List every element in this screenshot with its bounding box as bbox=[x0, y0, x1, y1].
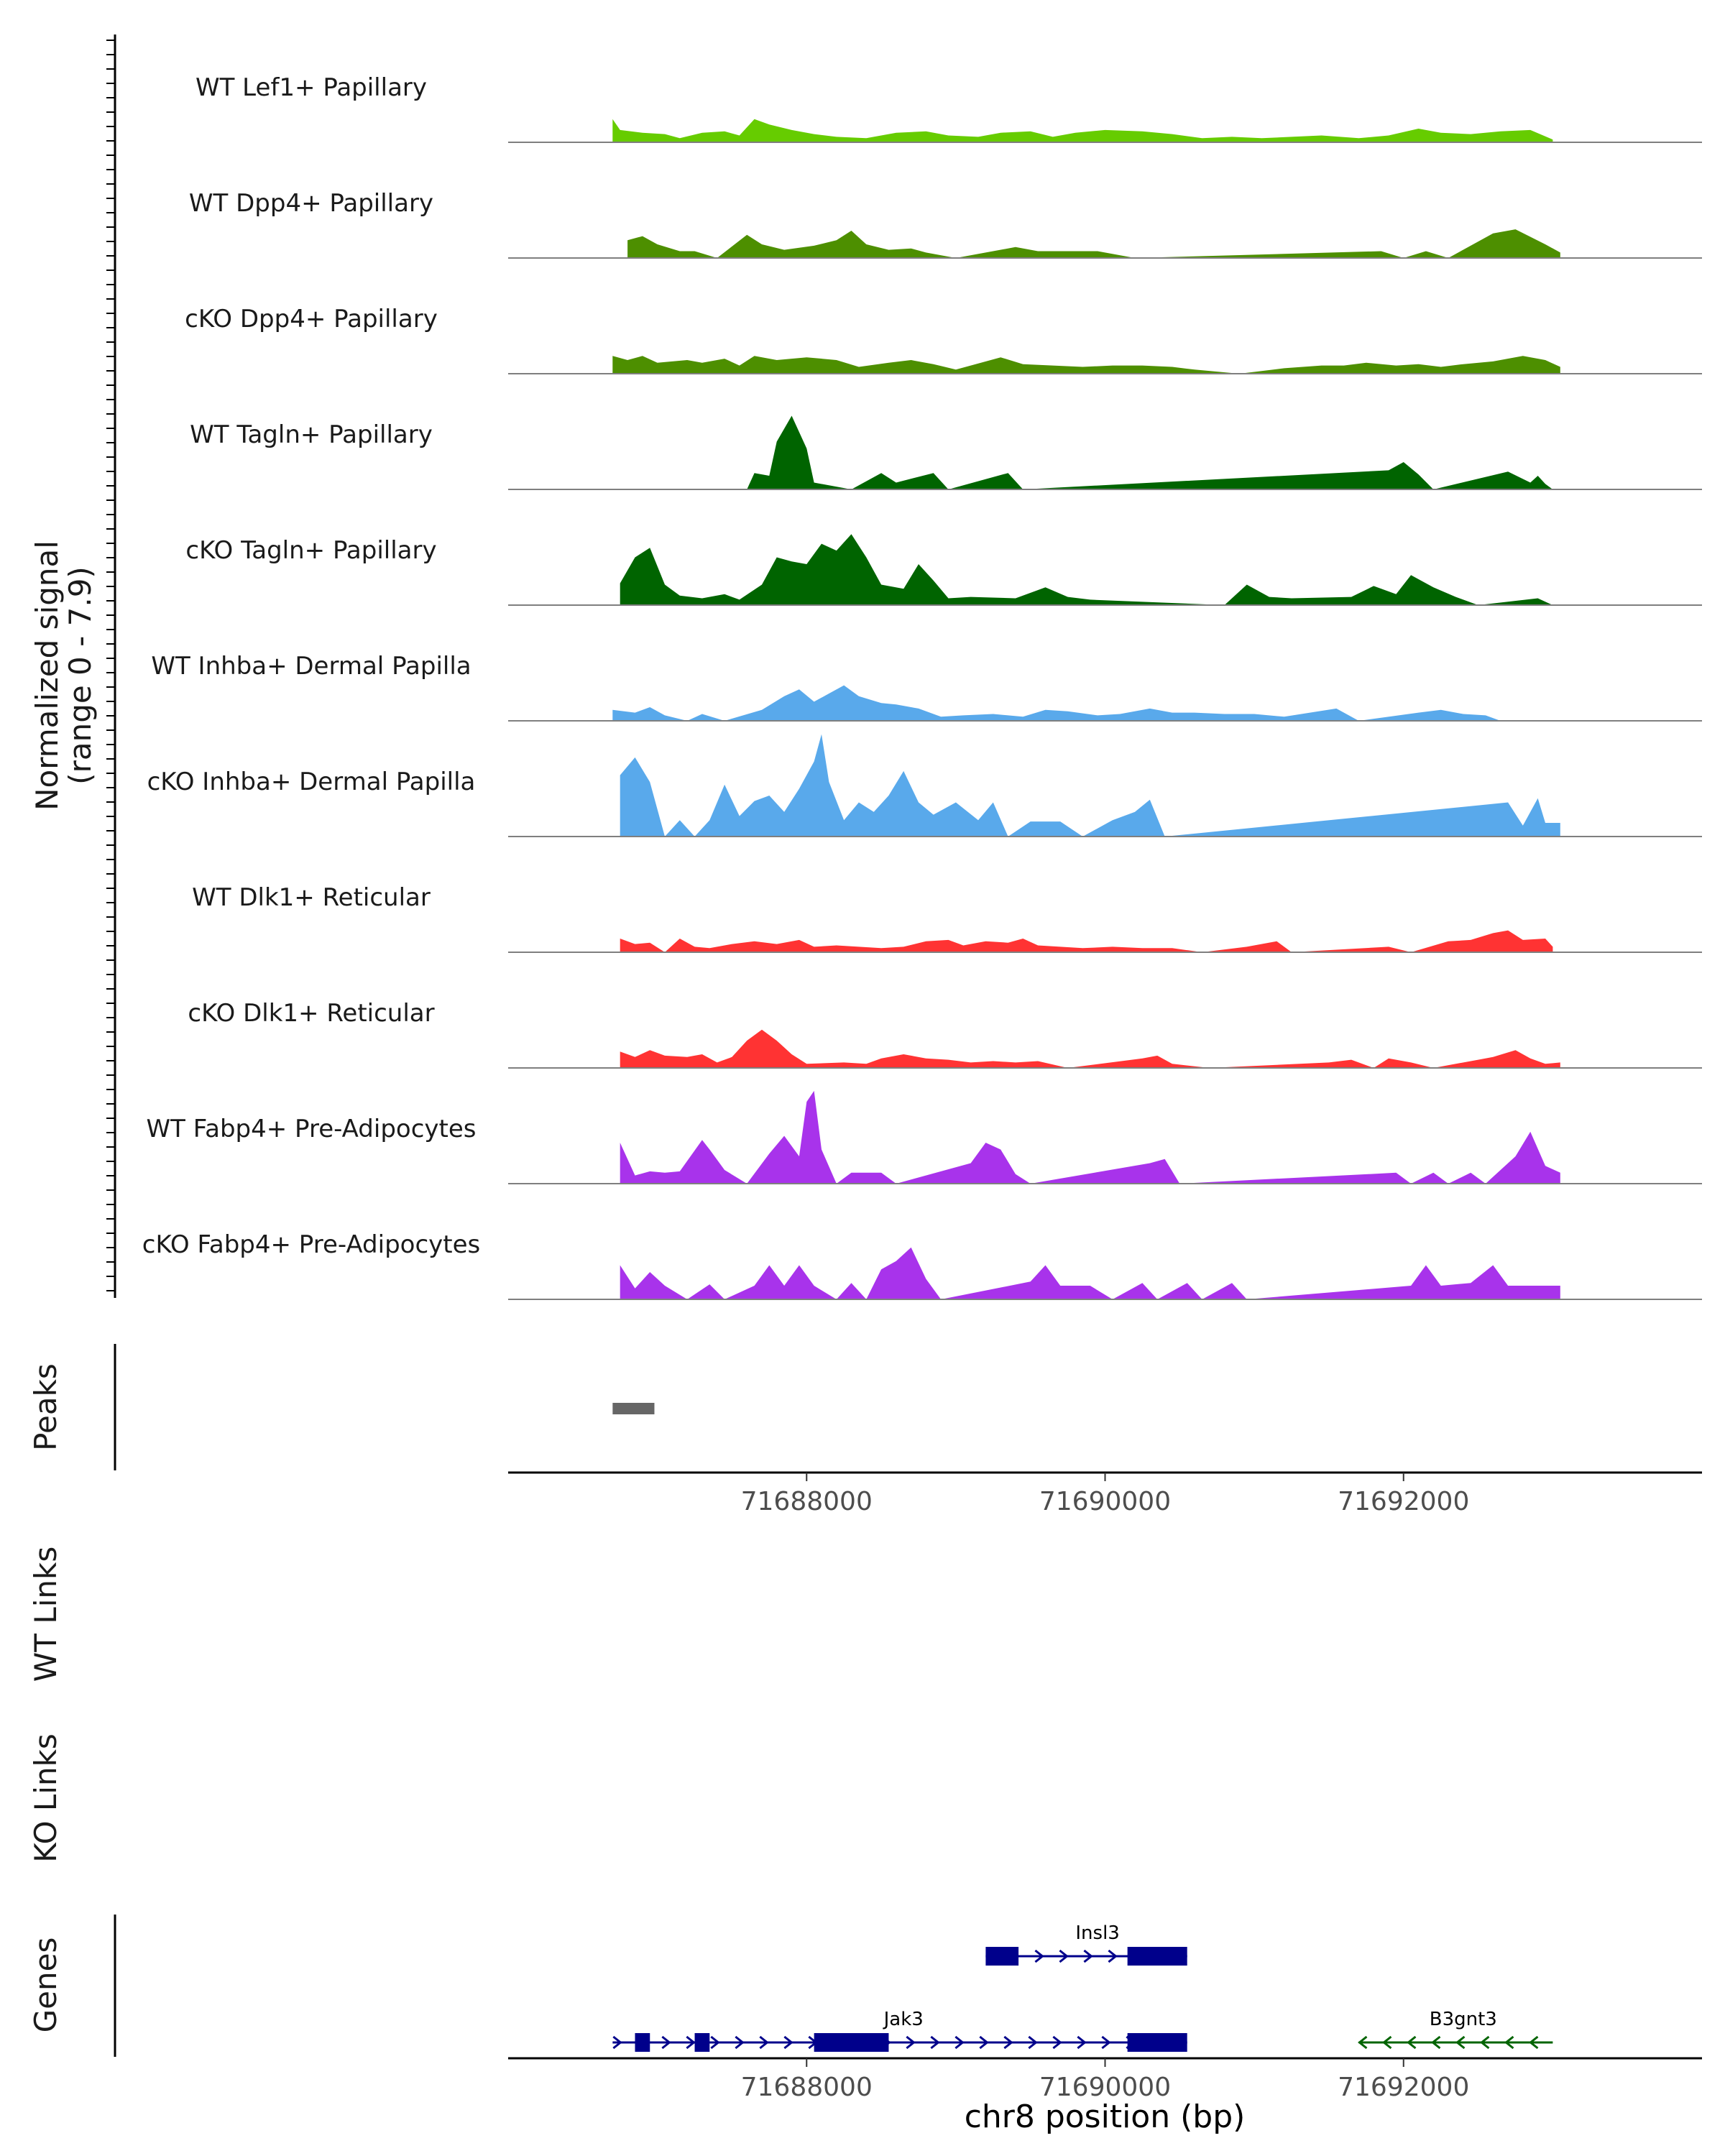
track-label: WT Tagln+ Papillary bbox=[190, 420, 433, 449]
strand-arrow bbox=[1358, 2035, 1368, 2050]
strand-arrow bbox=[612, 2035, 622, 2050]
strand-arrow bbox=[686, 2035, 696, 2050]
gene-insl3: Insl3 bbox=[985, 1922, 1187, 1966]
genes-track: Insl3 Jak3 B3gnt3 bbox=[612, 1922, 1553, 2052]
strand-arrow bbox=[906, 2035, 916, 2050]
x-tick-label: 71690000 bbox=[1039, 2073, 1171, 2102]
strand-arrow bbox=[1083, 1949, 1093, 1963]
x-tick-label: 71688000 bbox=[741, 1487, 873, 1516]
exon bbox=[635, 2033, 650, 2052]
coverage-area bbox=[612, 685, 1501, 721]
track-7: WT Dlk1+ Reticular bbox=[192, 883, 1702, 953]
track-label: cKO Tagln+ Papillary bbox=[185, 536, 436, 565]
strand-arrow bbox=[661, 2035, 671, 2050]
strand-arrow bbox=[1504, 2035, 1514, 2050]
exon bbox=[985, 1947, 1019, 1966]
x-tick-label: 71692000 bbox=[1338, 1487, 1469, 1516]
signal-y-axis-title: Normalized signal bbox=[29, 540, 65, 811]
track-3: WT Tagln+ Papillary bbox=[190, 415, 1702, 490]
x-axis-title: chr8 position (bp) bbox=[965, 2099, 1246, 2135]
gene-label: Insl3 bbox=[1075, 1922, 1119, 1944]
peaks-track bbox=[612, 1403, 655, 1414]
track-5: WT Inhba+ Dermal Papilla bbox=[151, 652, 1702, 722]
strand-arrow bbox=[1431, 2035, 1441, 2050]
track-label: WT Dlk1+ Reticular bbox=[192, 883, 431, 912]
track-10: cKO Fabp4+ Pre-Adipocytes bbox=[142, 1230, 1702, 1300]
wt-links-label: WT Links bbox=[28, 1547, 63, 1682]
peaks-track-label: Peaks bbox=[28, 1363, 63, 1451]
genes-track-label: Genes bbox=[28, 1938, 63, 2033]
strand-arrow bbox=[710, 2035, 720, 2050]
track-label: WT Lef1+ Papillary bbox=[196, 73, 427, 102]
signal-y-axis-range: (range 0 - 7.9) bbox=[63, 566, 98, 785]
strand-arrow bbox=[1455, 2035, 1466, 2050]
track-4: cKO Tagln+ Papillary bbox=[185, 534, 1702, 606]
coverage-area bbox=[620, 1247, 1560, 1299]
signal-y-axis-ticks bbox=[106, 40, 115, 1291]
strand-arrow bbox=[1034, 1949, 1044, 1963]
strand-arrow bbox=[979, 2035, 989, 2050]
coverage-area bbox=[627, 229, 1560, 258]
exon bbox=[814, 2033, 889, 2052]
track-label: cKO Fabp4+ Pre-Adipocytes bbox=[142, 1230, 481, 1259]
exon bbox=[1127, 1947, 1187, 1966]
x-tick-label: 71692000 bbox=[1338, 2073, 1469, 2102]
gene-jak3: Jak3 bbox=[612, 2009, 1187, 2052]
strand-arrow bbox=[1108, 1949, 1118, 1963]
strand-arrow bbox=[783, 2035, 794, 2050]
track-label: WT Fabp4+ Pre-Adipocytes bbox=[147, 1115, 477, 1143]
coverage-area bbox=[620, 1029, 1560, 1068]
gene-b3gnt3: B3gnt3 bbox=[1358, 2009, 1553, 2050]
coverage-tracks: WT Lef1+ Papillary WT Dpp4+ Papillary cKO … bbox=[142, 73, 1702, 1300]
track-label: cKO Inhba+ Dermal Papilla bbox=[147, 768, 476, 796]
strand-arrow bbox=[759, 2035, 769, 2050]
strand-arrow bbox=[1407, 2035, 1417, 2050]
coverage-area bbox=[620, 534, 1553, 605]
x-tick-label: 71690000 bbox=[1039, 1487, 1171, 1516]
track-1: WT Dpp4+ Papillary bbox=[189, 189, 1702, 259]
track-6: cKO Inhba+ Dermal Papilla bbox=[147, 734, 1702, 837]
strand-arrow bbox=[1480, 2035, 1490, 2050]
track-8: cKO Dlk1+ Reticular bbox=[188, 999, 1702, 1069]
strand-arrow bbox=[930, 2035, 940, 2050]
strand-arrow bbox=[1529, 2035, 1539, 2050]
gene-label: Jak3 bbox=[883, 2009, 924, 2030]
strand-arrow bbox=[954, 2035, 965, 2050]
track-label: WT Inhba+ Dermal Papilla bbox=[151, 652, 471, 681]
track-label: WT Dpp4+ Papillary bbox=[189, 189, 433, 218]
track-label: cKO Dpp4+ Papillary bbox=[185, 305, 438, 333]
coverage-area bbox=[620, 1090, 1560, 1184]
ko-links-label: KO Links bbox=[28, 1733, 63, 1863]
strand-arrow bbox=[1101, 2035, 1111, 2050]
strand-arrow bbox=[1028, 2035, 1038, 2050]
coverage-area bbox=[612, 356, 1560, 374]
exon bbox=[1127, 2033, 1187, 2052]
strand-arrow bbox=[735, 2035, 745, 2050]
x-tick-label: 71688000 bbox=[741, 2073, 873, 2102]
strand-arrow bbox=[1077, 2035, 1087, 2050]
upper-x-axis: 71688000 71690000 71692000 bbox=[741, 1473, 1469, 1516]
strand-arrow bbox=[1059, 1949, 1069, 1963]
exon bbox=[694, 2033, 710, 2052]
track-2: cKO Dpp4+ Papillary bbox=[185, 305, 1702, 374]
strand-arrow bbox=[1003, 2035, 1013, 2050]
track-label: cKO Dlk1+ Reticular bbox=[188, 999, 434, 1028]
gene-label: B3gnt3 bbox=[1430, 2009, 1497, 2030]
bottom-x-axis: 71688000 71690000 71692000 bbox=[741, 2058, 1469, 2102]
coverage-area bbox=[747, 415, 1553, 489]
coverage-area bbox=[620, 734, 1560, 837]
coverage-area bbox=[612, 119, 1553, 142]
strand-arrow bbox=[1382, 2035, 1392, 2050]
strand-arrow bbox=[1052, 2035, 1062, 2050]
track-9: WT Fabp4+ Pre-Adipocytes bbox=[147, 1090, 1702, 1184]
track-0: WT Lef1+ Papillary bbox=[196, 73, 1702, 143]
coverage-area bbox=[620, 930, 1553, 952]
peak-region bbox=[612, 1403, 655, 1414]
